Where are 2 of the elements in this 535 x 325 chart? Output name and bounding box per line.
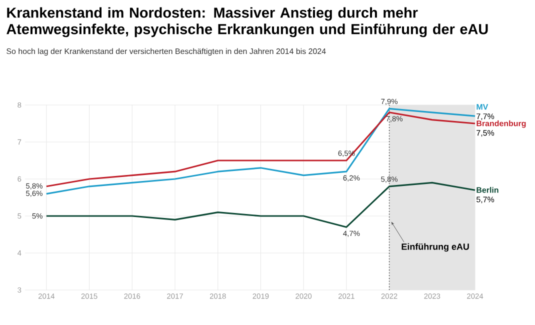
chart-title: Krankenstand im Nordosten: Massiver Anstieg durch mehr Atemwegsinfekte, psychische Erkrankungen und Einführung der eAU xyxy=(6,7,488,38)
annotation: Einführung eAU xyxy=(402,243,469,252)
